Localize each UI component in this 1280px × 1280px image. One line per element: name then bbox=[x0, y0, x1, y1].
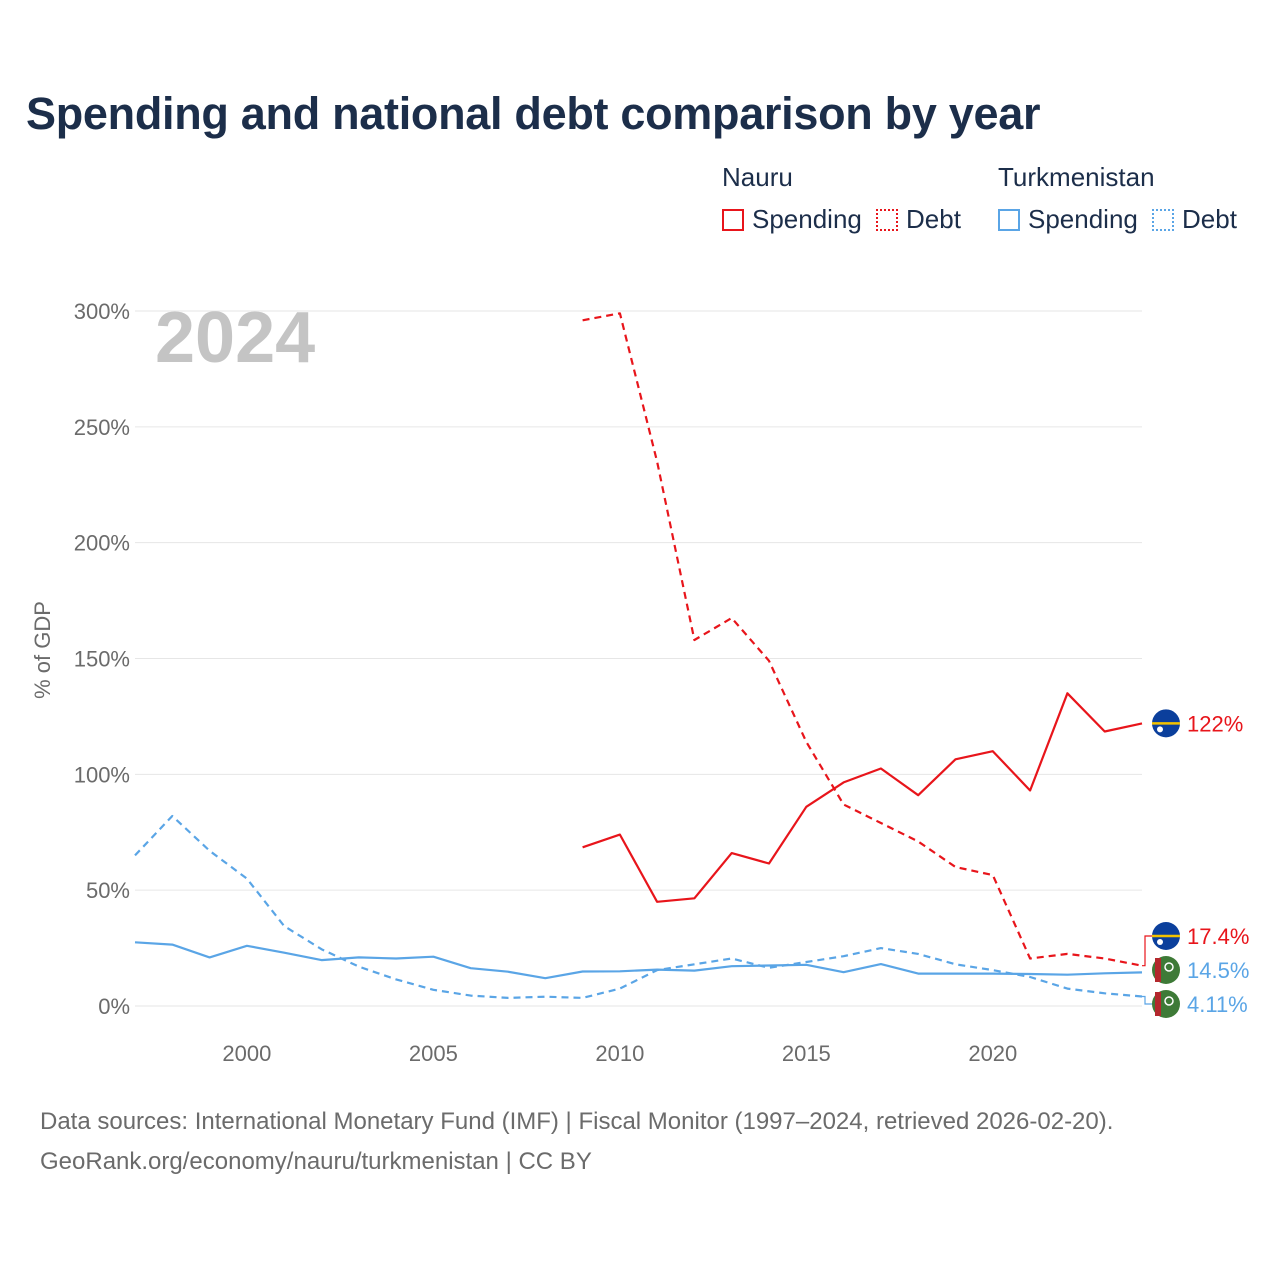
legend-swatch-dotted-icon bbox=[876, 208, 898, 231]
year-watermark: 2024 bbox=[155, 298, 315, 378]
turkmenistan-flag-band-icon bbox=[1155, 992, 1161, 1016]
x-tick-label: 2020 bbox=[968, 1041, 1017, 1066]
data-sources-note: Data sources: International Monetary Fun… bbox=[40, 1108, 1114, 1135]
nauru-flag-star-icon bbox=[1157, 939, 1163, 945]
x-tick-label: 2005 bbox=[409, 1041, 458, 1066]
turkmenistan-flag-crescent-icon bbox=[1164, 962, 1174, 972]
nauru-flag-star-icon bbox=[1157, 726, 1163, 733]
series-line-nauru-debt bbox=[582, 312, 1143, 967]
end-value-label: 122% bbox=[1187, 711, 1243, 736]
legend-item-turkmenistan-spending[interactable]: Spending bbox=[998, 204, 1138, 235]
legend-title-nauru: Nauru bbox=[722, 162, 793, 192]
x-tick-label: 2000 bbox=[222, 1041, 271, 1066]
end-label-connector bbox=[1142, 935, 1152, 967]
legend-label: Debt bbox=[1182, 204, 1237, 234]
end-value-label: 4.11% bbox=[1187, 992, 1248, 1017]
x-tick-label: 2010 bbox=[595, 1041, 644, 1066]
legend-label: Spending bbox=[752, 204, 862, 234]
y-tick-label: 300% bbox=[74, 299, 130, 324]
series-line-turkmenistan-debt bbox=[134, 814, 1143, 1000]
legend-swatch-dotted-icon bbox=[1152, 208, 1174, 231]
attribution-note: GeoRank.org/economy/nauru/turkmenistan |… bbox=[40, 1148, 592, 1175]
chart-title: Spending and national debt comparison by… bbox=[26, 88, 1041, 139]
legend-item-nauru-spending[interactable]: Spending bbox=[722, 204, 862, 235]
legend-label: Debt bbox=[906, 204, 961, 234]
turkmenistan-flag-band-icon bbox=[1155, 958, 1161, 982]
end-label-connector bbox=[1142, 995, 1152, 1005]
legend-swatch-solid-icon bbox=[998, 208, 1020, 231]
legend-swatch-solid-icon bbox=[722, 208, 744, 231]
turkmenistan-flag-crescent-icon bbox=[1164, 996, 1174, 1006]
legend-item-nauru-debt[interactable]: Debt bbox=[876, 204, 961, 235]
end-value-label: 17.4% bbox=[1187, 924, 1249, 949]
y-tick-label: 50% bbox=[86, 878, 130, 903]
series-line-turkmenistan-spending bbox=[134, 941, 1143, 980]
legend-label: Spending bbox=[1028, 204, 1138, 234]
legend-item-turkmenistan-debt[interactable]: Debt bbox=[1152, 204, 1237, 235]
end-value-label: 14.5% bbox=[1187, 958, 1249, 983]
series-line-nauru-spending bbox=[582, 692, 1143, 903]
y-axis-label: % of GDP bbox=[30, 601, 55, 699]
y-tick-label: 100% bbox=[74, 762, 130, 787]
y-tick-label: 0% bbox=[98, 994, 130, 1019]
y-tick-label: 150% bbox=[74, 647, 130, 672]
x-tick-label: 2015 bbox=[782, 1041, 831, 1066]
legend-title-turkmenistan: Turkmenistan bbox=[998, 162, 1155, 192]
y-tick-label: 250% bbox=[74, 415, 130, 440]
y-tick-label: 200% bbox=[74, 531, 130, 556]
